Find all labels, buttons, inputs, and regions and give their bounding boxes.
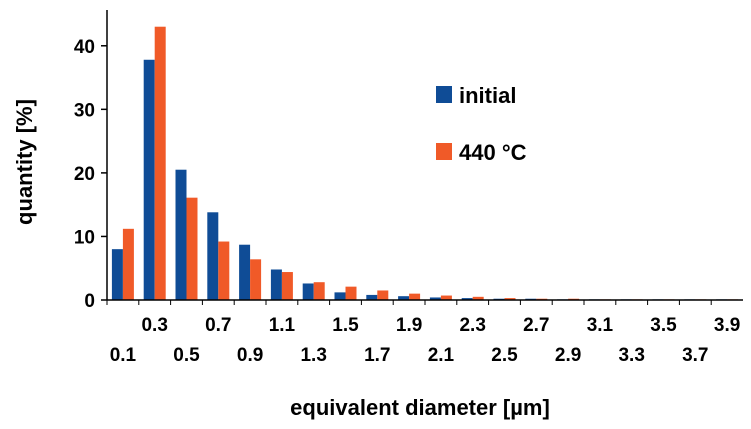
- bar-440c-0-3: [154, 26, 166, 301]
- x-tick-label: 0.9: [237, 345, 263, 366]
- bar-initial-2-1: [429, 297, 441, 300]
- x-axis-ticks: 0.10.30.50.70.91.11.31.51.71.92.12.32.52…: [106, 300, 740, 366]
- bar-440c-1-9: [409, 293, 421, 300]
- y-tick-label: 20: [74, 164, 95, 185]
- bar-initial-0-9: [239, 244, 251, 300]
- y-tick-label: 40: [74, 37, 95, 58]
- x-tick-label: 2.1: [428, 345, 455, 366]
- legend-label-440c: 440 °C: [459, 140, 527, 165]
- x-tick-label: 3.7: [682, 345, 708, 366]
- x-tick-label: 2.9: [555, 345, 581, 366]
- x-tick-label: 3.5: [650, 315, 677, 336]
- x-tick-label: 2.5: [491, 345, 518, 366]
- bar-440c-1-7: [377, 290, 389, 300]
- legend-label-initial: initial: [459, 83, 516, 108]
- bar-initial-0-1: [111, 249, 123, 300]
- y-tick-label: 10: [74, 227, 95, 248]
- bar-440c-1-1: [281, 272, 293, 300]
- bar-initial-0-3: [143, 59, 155, 301]
- x-tick-label: 3.9: [714, 315, 740, 336]
- y-axis-title: quantity [%]: [12, 99, 37, 225]
- x-tick-label: 2.7: [523, 315, 549, 336]
- x-tick-label: 3.3: [618, 345, 644, 366]
- bar-initial-1-5: [334, 292, 346, 300]
- legend: initial 440 °C: [436, 83, 527, 165]
- bar-440c-0-1: [122, 228, 134, 300]
- bar-initial-1-7: [366, 294, 378, 300]
- bar-440c-1-5: [345, 286, 357, 300]
- bar-440c-2-5: [504, 298, 516, 300]
- bar-initial-1-9: [398, 296, 410, 300]
- x-tick-label: 1.9: [396, 315, 422, 336]
- y-axis-ticks: 0 10 20 30 40: [74, 37, 107, 312]
- bar-initial-2-3: [461, 298, 473, 300]
- bar-440c-0-9: [250, 259, 262, 300]
- x-tick-label: 1.1: [269, 315, 296, 336]
- legend-swatch-initial: [436, 86, 452, 103]
- bars-group: [111, 26, 739, 301]
- bar-initial-0-5: [175, 169, 187, 300]
- bar-440c-2-3: [472, 296, 484, 300]
- x-tick-label: 1.7: [364, 345, 390, 366]
- bar-440c-0-7: [218, 241, 230, 300]
- x-tick-label: 0.7: [205, 315, 231, 336]
- x-axis-title: equivalent diameter [µm]: [290, 395, 550, 420]
- legend-swatch-440c: [436, 143, 452, 160]
- bar-initial-1-3: [302, 283, 314, 300]
- y-tick-label: 30: [74, 100, 95, 121]
- x-tick-label: 0.5: [173, 345, 200, 366]
- y-tick-label: 0: [84, 291, 95, 312]
- x-tick-label: 2.3: [459, 315, 485, 336]
- x-tick-label: 0.3: [141, 315, 167, 336]
- bar-440c-2-1: [440, 295, 452, 300]
- bar-initial-1-1: [270, 269, 282, 300]
- bar-initial-0-7: [207, 212, 219, 300]
- x-tick-label: 1.5: [332, 315, 359, 336]
- bar-440c-0-5: [186, 197, 198, 300]
- x-tick-label: 3.1: [587, 315, 614, 336]
- x-tick-label: 0.1: [110, 345, 137, 366]
- x-tick-label: 1.3: [300, 345, 326, 366]
- bar-440c-1-3: [313, 282, 325, 300]
